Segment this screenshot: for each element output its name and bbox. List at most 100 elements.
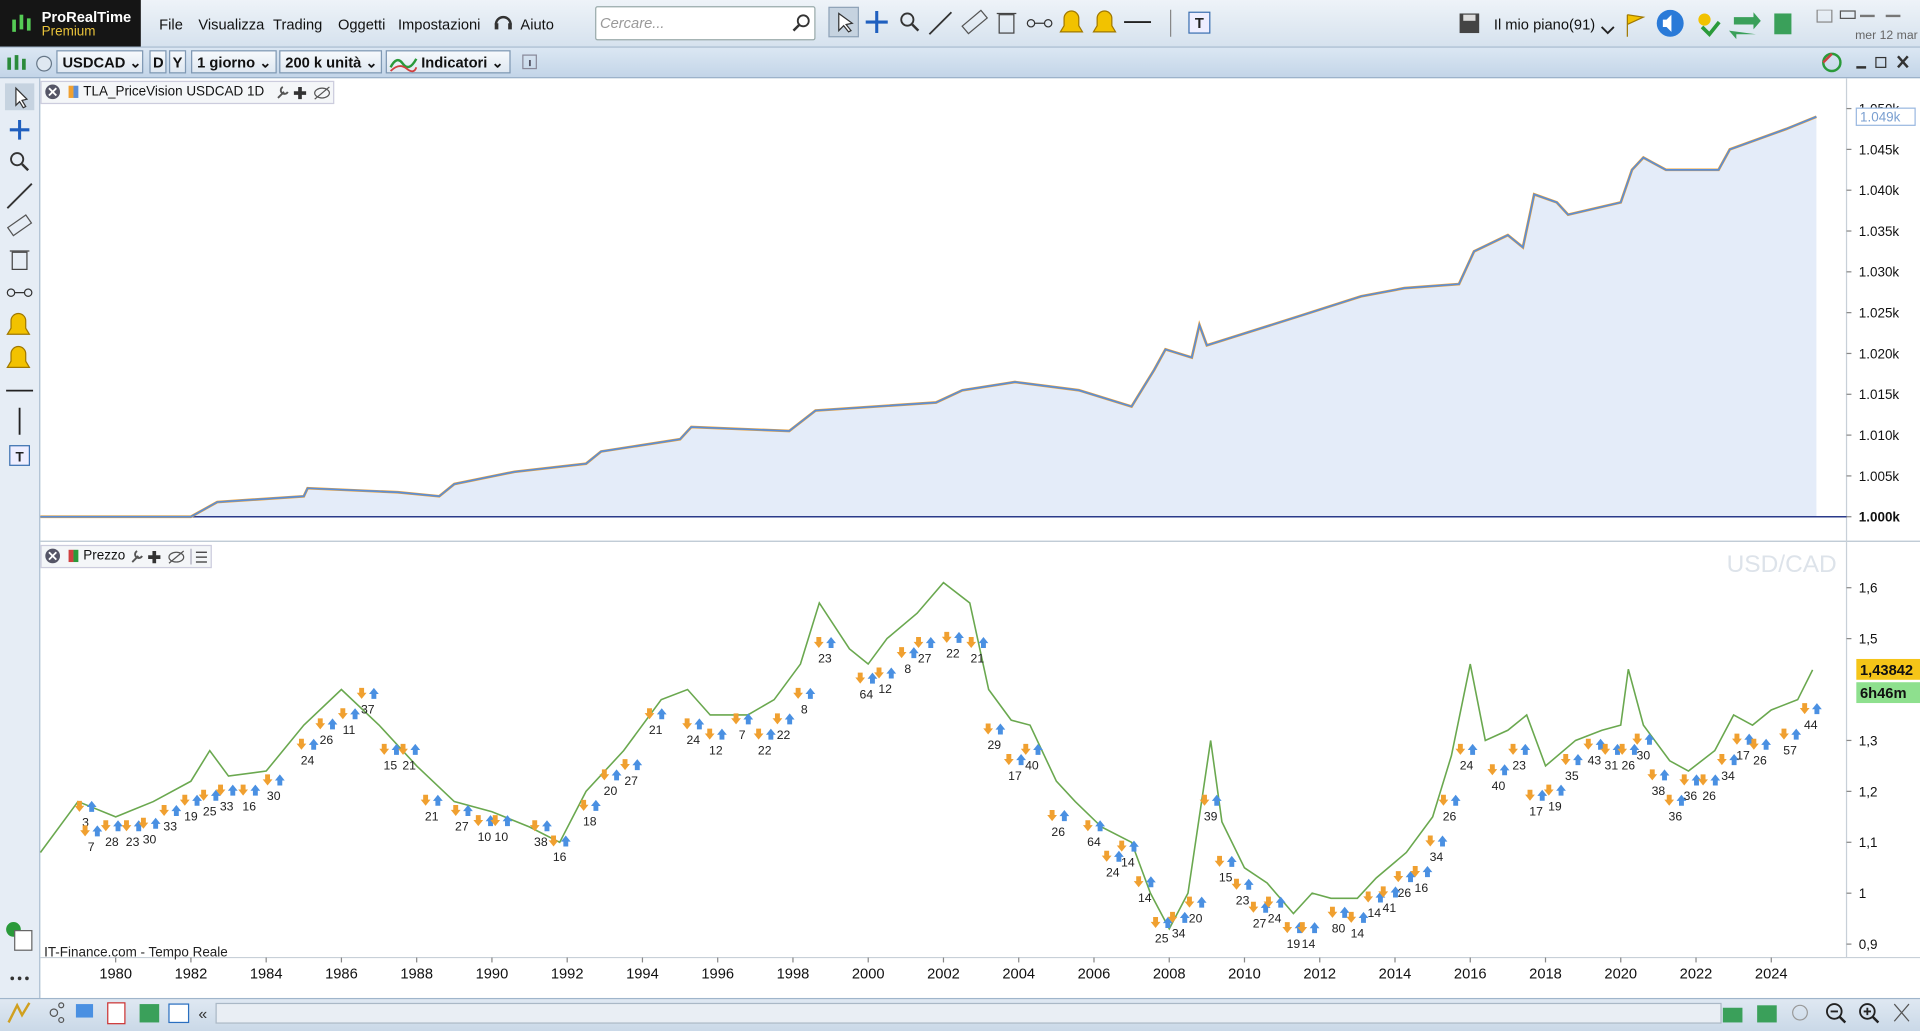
buy-arrow [502,815,513,827]
buy-arrow [978,636,989,648]
trade-count: 24 [301,753,315,767]
trade-count: 22 [777,728,791,742]
period-button[interactable]: Y [168,50,187,74]
trade-count: 15 [1219,871,1233,885]
equity-area [40,116,1817,517]
trade-count: 14 [1138,891,1152,905]
pane-icons[interactable] [44,547,83,564]
sell-arrow [1600,743,1611,755]
menu-item[interactable]: Visualizza [198,15,265,34]
interval: 1 giorno [197,53,256,72]
period-button[interactable]: D [149,50,167,74]
pane-tools[interactable] [130,548,208,565]
trade-count: 8 [801,703,808,717]
buy-arrow [743,713,754,725]
trade-count: 3 [82,816,89,830]
trade-count: 7 [88,840,95,854]
units-selector[interactable]: 200 k unità ⌄ [279,50,383,74]
scrollbar[interactable] [215,1002,1722,1024]
left-toolbar [0,78,41,998]
trade-count: 29 [987,738,1001,752]
drawing-tools[interactable]: T [828,5,1220,42]
sell-arrow [1101,850,1112,862]
left-bottom-tools[interactable] [5,921,37,990]
trade-count: 41 [1383,901,1397,915]
trade-count: 14 [1368,906,1382,920]
buy-arrow [227,784,238,796]
trade-count: 37 [361,703,375,717]
sell-arrow [198,789,209,801]
trade-count: 33 [163,820,177,834]
sell-arrow [1047,810,1058,822]
chart-type-icon[interactable] [5,51,54,75]
y-tick-label: 1.020k [1859,346,1900,361]
svg-text:T: T [15,450,24,465]
search-box[interactable]: Cercare... [595,6,816,41]
x-tick-label: 2018 [1529,966,1562,982]
menu-item[interactable]: Oggetti [337,15,386,34]
trade-count: 44 [1804,718,1818,732]
help-menu[interactable]: Aiuto [520,15,554,34]
sell-arrow [983,723,994,735]
sell-arrow [1487,764,1498,776]
pane-title: TLA_PriceVision USDCAD 1D [83,84,265,100]
menu-item[interactable]: Impostazioni [397,15,481,34]
sell-arrow [1410,866,1421,878]
buy-arrow [485,815,496,827]
help-icon[interactable] [492,12,514,34]
status-icons[interactable] [1597,9,1915,40]
x-tick-label: 2022 [1680,966,1713,982]
trade-count: 27 [1253,916,1267,930]
info-icon[interactable] [522,54,539,71]
trade-count: 38 [1652,784,1666,798]
y-tick-label: 1 [1859,886,1866,901]
trade-count: 17 [1736,748,1750,762]
trade-count: 14 [1351,927,1365,941]
trade-count: 26 [1443,809,1457,823]
sell-arrow [138,817,149,829]
bottom-tools[interactable]: « [5,1000,213,1027]
pane-title: Prezzo [83,548,126,564]
sell-arrow [813,636,824,648]
workspace-plan[interactable]: Il mio piano(91) [1493,15,1596,34]
sell-arrow [159,804,169,816]
buy-arrow [925,636,936,648]
buy-arrow [1196,896,1207,908]
buy-arrow [1390,886,1401,898]
buy-arrow [192,794,202,806]
sell-arrow [1455,743,1466,755]
x-tick-label: 1998 [777,966,810,982]
countdown-label: 6h46m [1860,686,1907,702]
x-tick-label: 1980 [99,966,132,982]
interval-selector[interactable]: 1 giorno ⌄ [191,50,277,74]
buy-arrow [210,789,221,801]
trade-count: 26 [1051,825,1065,839]
menu-item[interactable]: Trading [273,15,323,34]
y-tick-label: 1,3 [1859,733,1878,748]
left-tools[interactable]: T [4,83,37,475]
sell-arrow [1425,835,1436,847]
menu-item[interactable]: File [159,15,183,34]
sell-arrow [1732,733,1742,745]
save-icon[interactable] [1457,11,1481,35]
buy-arrow [171,804,182,816]
instrument-selector[interactable]: USDCAD ⌄ [56,50,144,74]
buy-arrow [86,800,97,812]
app-name: ProRealTime [41,8,132,26]
buy-arrow [463,804,473,816]
sell-arrow [682,718,693,730]
search-icon[interactable] [792,13,810,32]
buy-arrow [1033,743,1043,755]
pane-tools[interactable] [276,84,332,100]
buy-arrow [1812,703,1822,715]
zoom-tools[interactable] [1720,1000,1916,1027]
trade-count: 28 [105,835,119,849]
x-tick-label: 1984 [250,966,283,982]
trade-count: 24 [1268,911,1282,925]
last-value-label: 1.049k [1860,110,1901,125]
trade-count: 17 [1529,804,1543,818]
pane-icons[interactable] [44,83,83,100]
window-controls[interactable] [1820,50,1918,74]
